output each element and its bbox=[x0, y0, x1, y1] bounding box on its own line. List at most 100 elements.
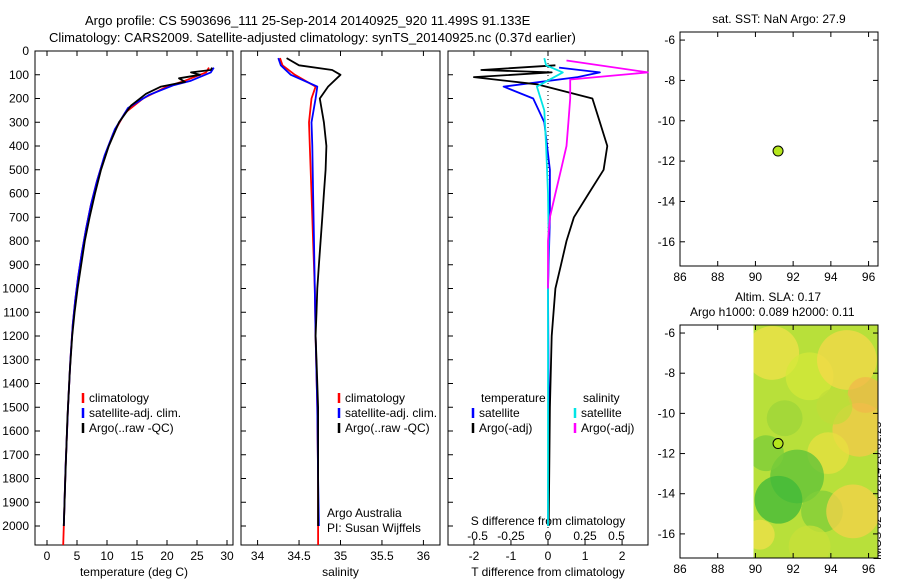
depth-tick-label: 1100 bbox=[3, 305, 29, 319]
diff-temperature-legend-label: Argo(-adj) bbox=[479, 421, 532, 435]
diff-salinity-legend-label: Argo(-adj) bbox=[581, 421, 634, 435]
sla-title: Altim. SLA: 0.17 bbox=[735, 290, 821, 304]
temperature-panel-frame bbox=[34, 50, 234, 546]
temperature-xtick-label: 25 bbox=[190, 549, 204, 563]
depth-tick-label: 1900 bbox=[2, 495, 29, 509]
difference-xlabel: T difference from climatology bbox=[471, 565, 625, 579]
profile-title: Argo profile: CS 5903696_111 25-Sep-2014… bbox=[85, 13, 531, 28]
sst-map-xtick-label: 92 bbox=[786, 270, 800, 284]
salinity-series bbox=[277, 57, 342, 545]
depth-tick-label: 300 bbox=[9, 115, 29, 129]
depth-tick-label: 1600 bbox=[2, 424, 29, 438]
diff-temperature-legend-label: satellite bbox=[479, 406, 520, 420]
salinity-xtick-label: 36 bbox=[417, 549, 431, 563]
pi-name: PI: Susan Wijffels bbox=[327, 521, 421, 535]
temperature-legend-label: satellite-adj. clim. bbox=[89, 406, 181, 420]
temperature-xlabel: temperature (deg C) bbox=[80, 565, 188, 579]
sst-map-ytick-label: -14 bbox=[658, 194, 676, 208]
differences-xtick-label: -1 bbox=[506, 549, 517, 563]
salinity-diff-tick-label: -0.5 bbox=[467, 529, 488, 543]
depth-tick-label: 1000 bbox=[2, 282, 29, 296]
temperature-legend-label: climatology bbox=[89, 391, 149, 405]
temperature-legend-title: temperature bbox=[481, 391, 546, 405]
argo-australia: Argo Australia bbox=[327, 506, 402, 520]
salinity-legend-label: climatology bbox=[345, 391, 405, 405]
sla-field-blob bbox=[754, 475, 803, 524]
diff-salinity-legend-label: satellite bbox=[581, 406, 622, 420]
salinity-legend-title: salinity bbox=[583, 391, 620, 405]
sla-field-blob bbox=[753, 519, 775, 550]
salinity-xtick-label: 35 bbox=[334, 549, 348, 563]
depth-tick-label: 1700 bbox=[2, 448, 29, 462]
sla-map-ytick-label: -14 bbox=[658, 487, 676, 501]
sst-map-xtick-label: 88 bbox=[711, 270, 725, 284]
salinity-line-satellite-adj-clim- bbox=[277, 57, 320, 527]
differences-line-t-argo-adj- bbox=[472, 64, 609, 527]
sla-map-ytick-label: -16 bbox=[658, 527, 676, 541]
differences-series bbox=[472, 57, 649, 527]
sla-map-xtick-label: 90 bbox=[749, 562, 763, 576]
depth-tick-label: 700 bbox=[9, 210, 29, 224]
sst-map-frame bbox=[679, 31, 879, 267]
argo-float-marker bbox=[772, 145, 784, 157]
temperature-line-argo-raw-qc- bbox=[62, 67, 213, 527]
differences-xtick-label: 2 bbox=[619, 549, 626, 563]
sla-field-blob bbox=[826, 484, 878, 539]
depth-tick-label: 500 bbox=[9, 163, 29, 177]
salinity-diff-tick-label: 0 bbox=[545, 529, 552, 543]
sla-field-blob bbox=[766, 400, 803, 437]
sst-map-ytick-label: -8 bbox=[664, 73, 675, 87]
depth-tick-label: 0 bbox=[22, 44, 29, 58]
salinity-diff-tick-label: -0.25 bbox=[497, 529, 525, 543]
temperature-xtick-label: 5 bbox=[74, 549, 81, 563]
depth-tick-label: 1800 bbox=[2, 472, 29, 486]
temperature-line-satellite-adj-clim- bbox=[62, 67, 215, 527]
depth-tick-label: 1200 bbox=[2, 329, 29, 343]
salinity-line-argo-raw-qc- bbox=[286, 57, 342, 526]
sla-map-xtick-label: 92 bbox=[786, 562, 800, 576]
sla-subtitle: Argo h1000: 0.089 h2000: 0.11 bbox=[690, 305, 855, 319]
sst-map-title: sat. SST: NaN Argo: 27.9 bbox=[712, 12, 846, 26]
sst-map-ytick-label: -12 bbox=[658, 154, 676, 168]
salinity-xtick-label: 35.5 bbox=[370, 549, 394, 563]
argo-float-marker bbox=[772, 438, 784, 450]
salinity-diff-tick-label: 0.5 bbox=[608, 529, 625, 543]
sla-field-blob bbox=[788, 525, 831, 558]
sst-map-xtick-label: 90 bbox=[749, 270, 763, 284]
sla-map-xtick-label: 88 bbox=[711, 562, 725, 576]
temperature-line-climatology bbox=[62, 67, 210, 546]
differences-xtick-label: -2 bbox=[469, 549, 480, 563]
depth-tick-label: 900 bbox=[9, 258, 29, 272]
sst-map-ytick-label: -16 bbox=[658, 235, 676, 249]
salinity-legend-label: Argo(..raw -QC) bbox=[345, 421, 430, 435]
sst-map-xtick-label: 94 bbox=[824, 270, 838, 284]
sla-map-xtick-label: 96 bbox=[862, 562, 876, 576]
temperature-xtick-label: 0 bbox=[44, 549, 51, 563]
depth-tick-label: 100 bbox=[9, 68, 29, 82]
sla-map-ytick-label: -12 bbox=[658, 447, 676, 461]
sla-map-frame bbox=[679, 324, 879, 559]
depth-tick-label: 600 bbox=[9, 187, 29, 201]
depth-tick-label: 1300 bbox=[2, 353, 29, 367]
sst-map-ytick-label: -6 bbox=[664, 33, 675, 47]
sla-field bbox=[753, 325, 878, 558]
salinity-xtick-label: 34 bbox=[251, 549, 265, 563]
sst-map-ytick-label: -10 bbox=[658, 114, 676, 128]
depth-tick-label: 200 bbox=[9, 92, 29, 106]
sla-map-ytick-label: -10 bbox=[658, 406, 676, 420]
depth-tick-label: 1500 bbox=[2, 400, 29, 414]
differences-xtick-label: 0 bbox=[545, 549, 552, 563]
temperature-xtick-label: 30 bbox=[220, 549, 234, 563]
sla-map-xtick-label: 94 bbox=[824, 562, 838, 576]
differences-line-s-argo-adj- bbox=[547, 59, 649, 289]
temperature-xtick-label: 20 bbox=[160, 549, 174, 563]
sla-field-blob bbox=[817, 330, 877, 390]
salinity-panel-frame bbox=[240, 50, 441, 546]
sla-field-blob bbox=[753, 326, 800, 380]
sla-map-ytick-label: -6 bbox=[664, 326, 675, 340]
sla-map-ytick-label: -8 bbox=[664, 366, 675, 380]
depth-tick-label: 2000 bbox=[2, 519, 29, 533]
sla-field-blob bbox=[816, 388, 853, 425]
depth-tick-label: 800 bbox=[9, 234, 29, 248]
